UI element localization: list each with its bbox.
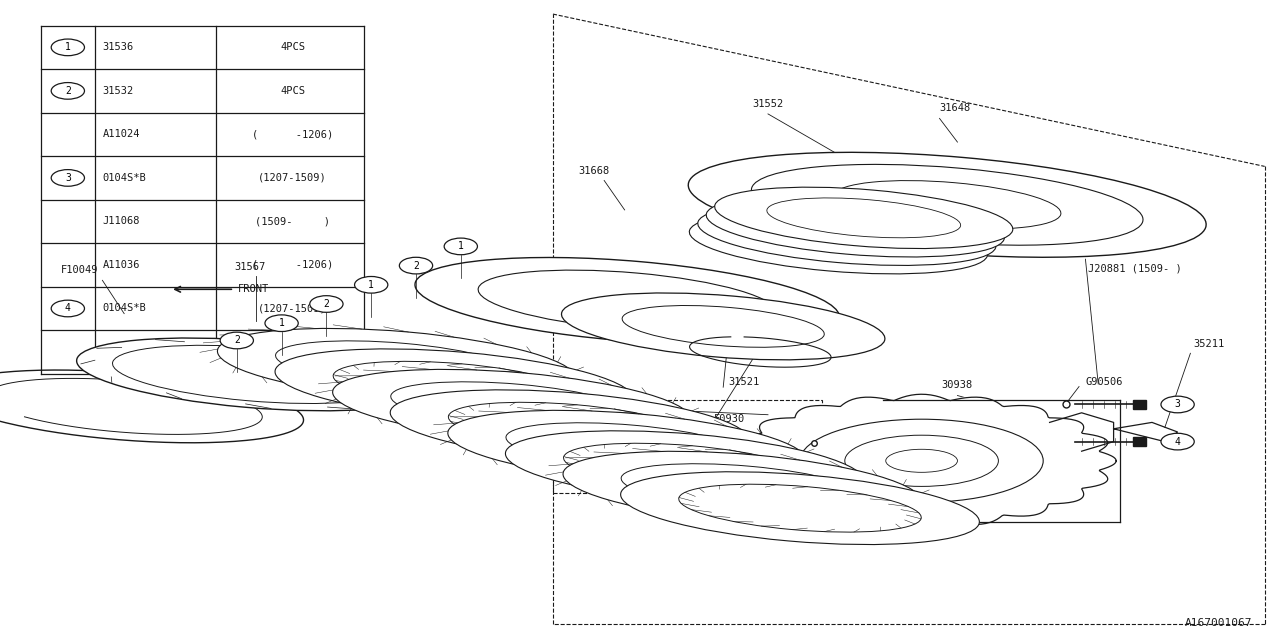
Ellipse shape [759,206,952,246]
Circle shape [51,83,84,99]
Text: 0104S*B: 0104S*B [102,173,146,183]
Ellipse shape [767,198,960,238]
Ellipse shape [333,362,576,409]
Text: E00612: E00612 [559,398,596,408]
Text: 1: 1 [65,42,70,52]
Ellipse shape [714,187,1012,248]
Ellipse shape [621,464,864,511]
Circle shape [444,238,477,255]
Ellipse shape [707,196,1005,257]
Ellipse shape [833,180,1061,229]
Ellipse shape [690,212,987,274]
Text: 31521: 31521 [728,377,759,387]
Text: A11036: A11036 [102,260,140,270]
Ellipse shape [698,204,996,266]
Ellipse shape [448,410,806,483]
Text: (      -1206): ( -1206) [252,260,333,270]
Ellipse shape [886,449,957,472]
Text: 35211: 35211 [1193,339,1224,349]
Text: 2: 2 [413,260,419,271]
Text: (1207-1509): (1207-1509) [259,303,326,314]
Circle shape [220,332,253,349]
Text: 0104S*B: 0104S*B [102,303,146,314]
Text: 31668: 31668 [579,166,609,176]
Text: 31648: 31648 [940,103,970,113]
Ellipse shape [741,223,936,263]
Polygon shape [1133,400,1146,409]
Circle shape [51,170,84,186]
Ellipse shape [479,270,776,332]
Text: 31532: 31532 [102,86,133,96]
Ellipse shape [506,431,864,504]
Circle shape [265,315,298,332]
Text: J20881 (1509- ): J20881 (1509- ) [1088,264,1181,274]
Text: 4PCS: 4PCS [280,86,305,96]
Text: 1: 1 [458,241,463,252]
Text: A11024: A11024 [102,129,140,140]
Polygon shape [1133,437,1146,446]
Ellipse shape [275,341,518,388]
Text: (1509-     ): (1509- ) [255,347,330,357]
Text: (      -1206): ( -1206) [252,129,333,140]
Polygon shape [727,394,1116,527]
Ellipse shape [621,472,979,545]
Ellipse shape [563,444,806,491]
Ellipse shape [448,403,691,450]
Circle shape [399,257,433,274]
Text: 30938: 30938 [942,380,973,390]
Ellipse shape [390,382,634,429]
Circle shape [1161,433,1194,450]
Circle shape [51,300,84,317]
Text: J11068: J11068 [102,347,140,357]
Text: 3: 3 [65,173,70,183]
Text: A167001067: A167001067 [1184,618,1252,628]
Ellipse shape [622,305,824,348]
Text: 3: 3 [1175,399,1180,410]
Ellipse shape [845,435,998,486]
Text: 0104S*A(-1509): 0104S*A(-1509) [1088,234,1175,244]
Text: 2: 2 [65,86,70,96]
Text: (1207-1509): (1207-1509) [259,173,326,183]
Text: G90506: G90506 [1085,376,1123,387]
Text: 2: 2 [324,299,329,309]
Ellipse shape [390,390,749,463]
Circle shape [310,296,343,312]
Text: 4: 4 [1175,436,1180,447]
Circle shape [355,276,388,293]
Text: 4: 4 [65,303,70,314]
Text: 31536: 31536 [102,42,133,52]
Text: 31567: 31567 [234,262,265,272]
Text: F0930: F0930 [714,414,745,424]
Text: (1509-     ): (1509- ) [255,216,330,227]
Text: J11068: J11068 [102,216,140,227]
Text: FIG.150-4: FIG.150-4 [559,440,616,450]
Ellipse shape [563,451,922,524]
Circle shape [1161,396,1194,413]
Ellipse shape [750,215,943,255]
Text: 2: 2 [234,335,239,346]
Text: 1: 1 [369,280,374,290]
Text: 31552: 31552 [753,99,783,109]
Text: G91414: G91414 [781,428,819,438]
Bar [553,400,822,493]
Ellipse shape [333,369,691,442]
Ellipse shape [275,349,634,422]
Circle shape [51,39,84,56]
Ellipse shape [113,346,399,403]
Ellipse shape [415,257,840,344]
Ellipse shape [751,164,1143,245]
Ellipse shape [218,328,576,401]
Ellipse shape [562,293,884,360]
Ellipse shape [800,419,1043,502]
Ellipse shape [506,423,749,470]
Text: FRONT: FRONT [238,284,269,294]
Ellipse shape [678,484,922,532]
Text: 4PCS: 4PCS [280,42,305,52]
Ellipse shape [689,152,1206,257]
Text: F10049: F10049 [60,265,99,275]
Text: 1: 1 [279,318,284,328]
Ellipse shape [77,338,435,411]
